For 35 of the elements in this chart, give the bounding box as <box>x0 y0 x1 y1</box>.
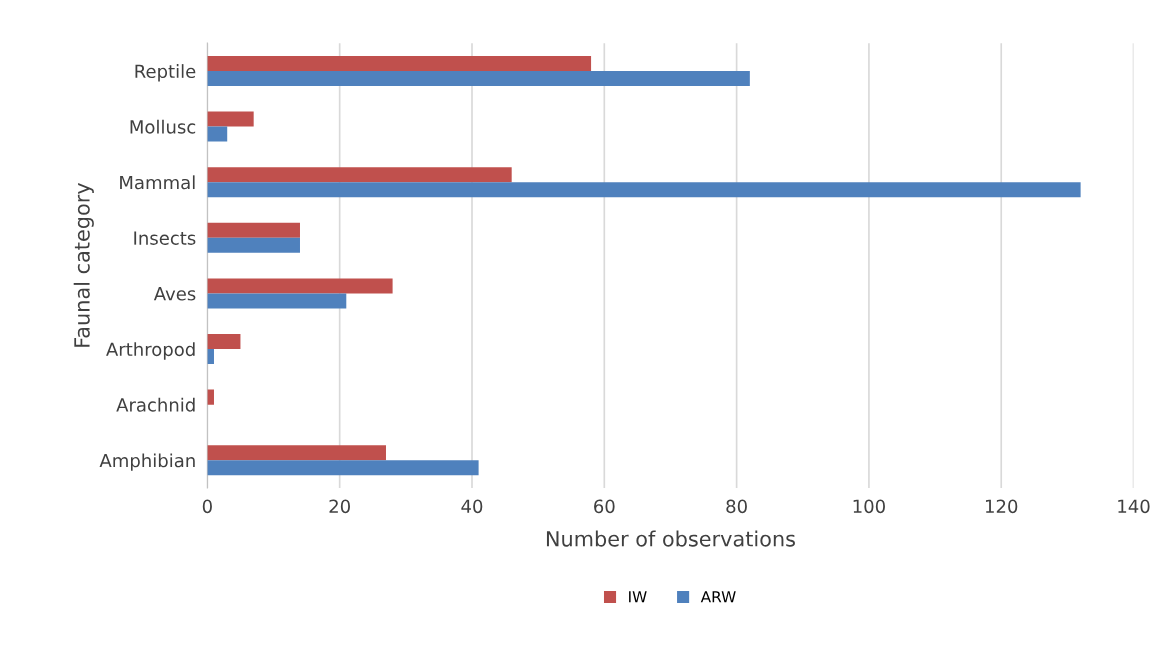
x-tick-label: 40 <box>461 499 483 514</box>
bar <box>207 445 386 461</box>
bar <box>207 349 214 365</box>
x-axis-title: Number of observations <box>546 530 795 547</box>
x-tick-label: 120 <box>985 499 1018 514</box>
bar <box>207 167 512 183</box>
bar <box>207 293 347 309</box>
y-axis-title: Faunal category <box>73 182 94 347</box>
y-tick-label: Reptile <box>135 64 196 82</box>
x-tick-label: 0 <box>202 499 212 514</box>
bar <box>207 460 479 476</box>
bar <box>207 55 592 71</box>
bar <box>207 222 300 238</box>
legend-label: IW <box>629 591 647 603</box>
x-tick-label: 20 <box>329 499 350 514</box>
y-tick-label: Amphibian <box>99 453 195 471</box>
legend-label: ARW <box>700 591 736 603</box>
bar <box>207 126 228 142</box>
y-tick-label: Insects <box>134 231 196 245</box>
bar <box>207 237 300 253</box>
x-tick-label: 100 <box>853 499 885 514</box>
bar <box>207 334 241 350</box>
bar <box>207 278 393 294</box>
y-tick-label: Arthropod <box>106 342 195 360</box>
bar <box>207 111 254 127</box>
y-tick-label: Aves <box>153 287 196 301</box>
bar <box>207 70 750 86</box>
bar <box>207 389 214 405</box>
x-tick-label: 140 <box>1118 499 1150 514</box>
y-tick-label: Arachnid <box>116 397 195 412</box>
bar <box>207 182 1081 198</box>
x-tick-label: 60 <box>594 499 615 514</box>
x-tick-label: 80 <box>726 499 747 514</box>
y-tick-label: Mammal <box>120 175 195 190</box>
y-tick-label: Mollusc <box>130 119 196 134</box>
